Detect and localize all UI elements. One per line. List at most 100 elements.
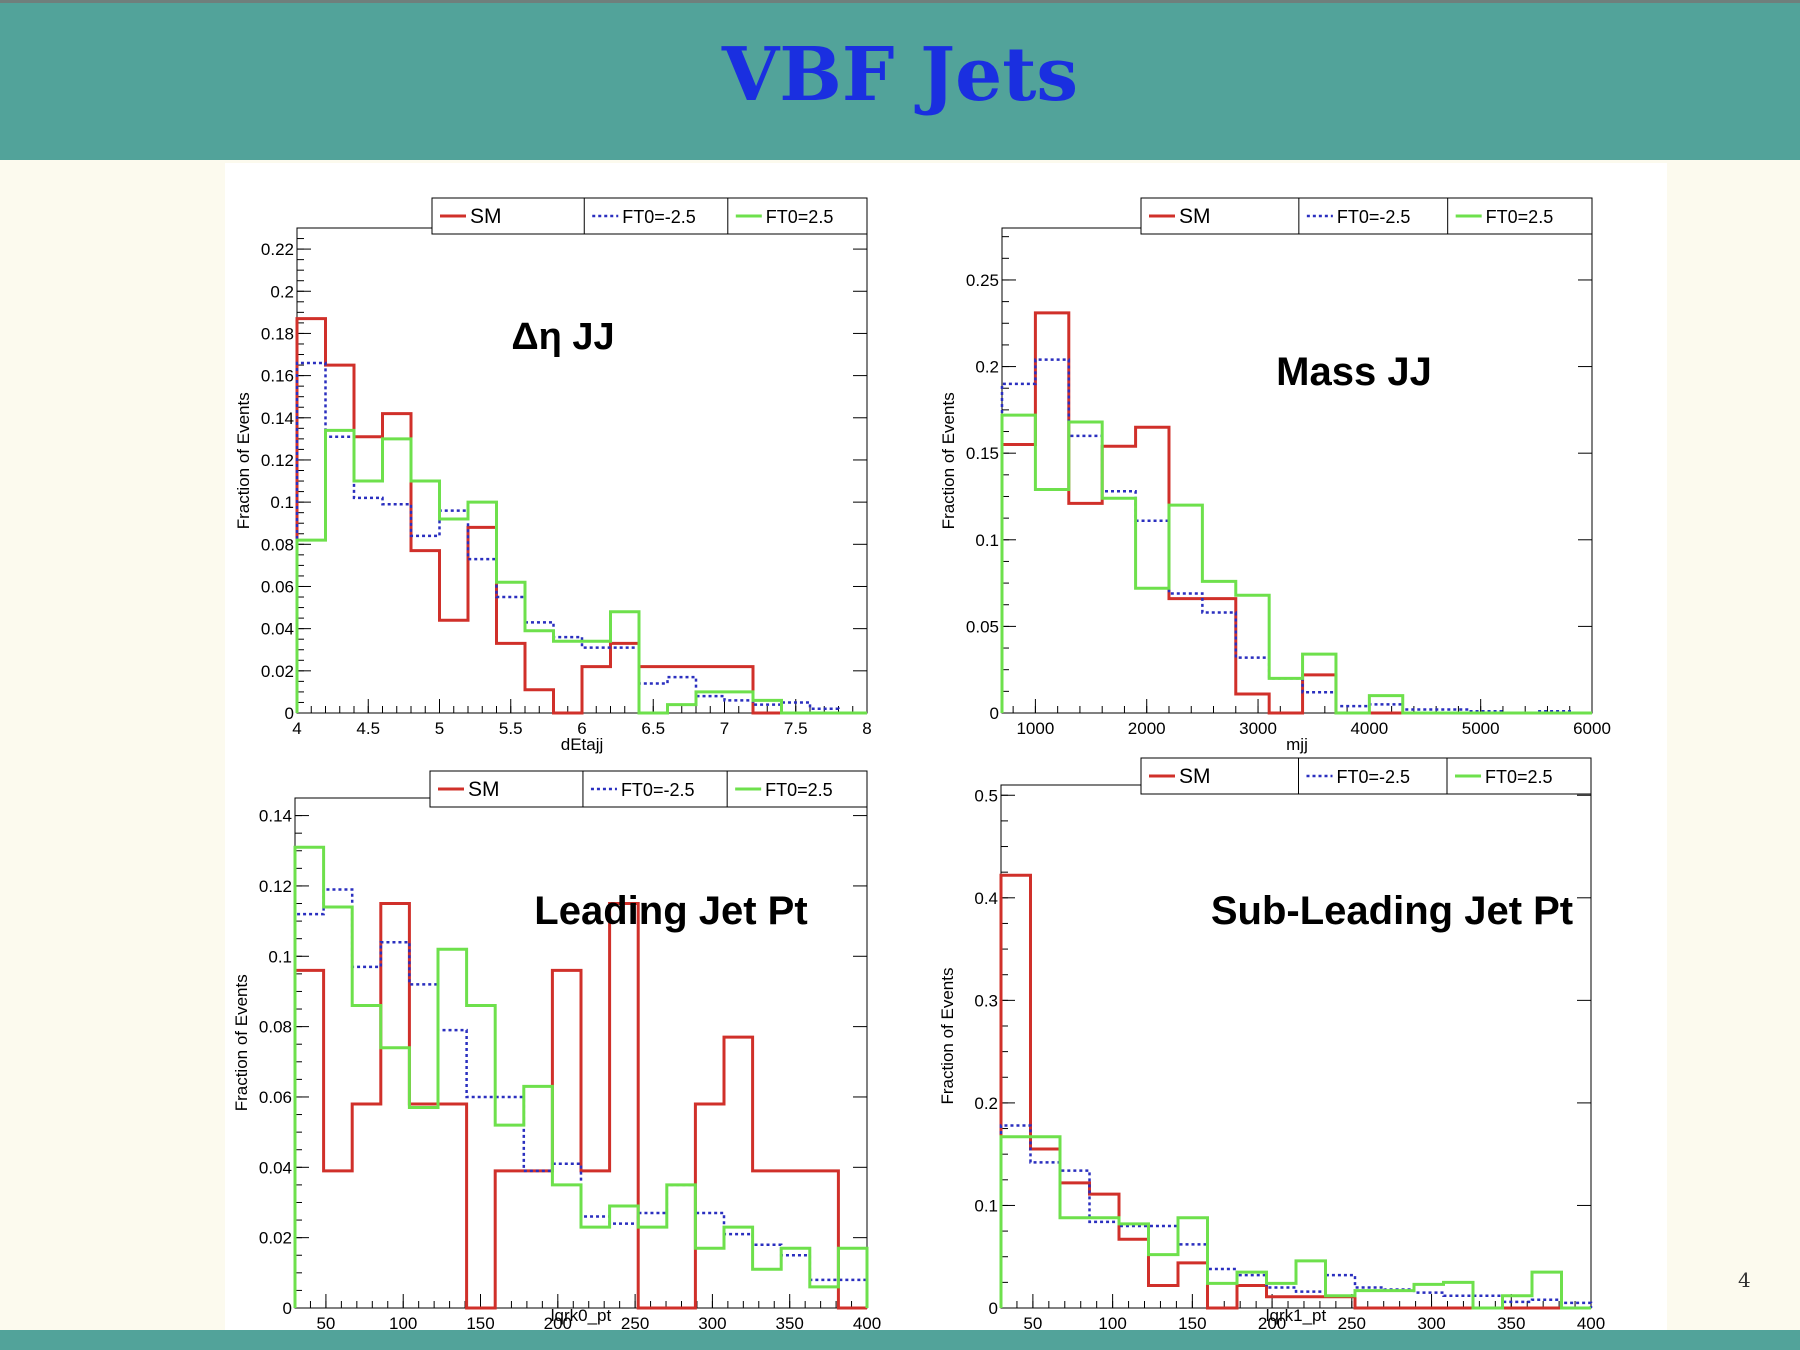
figure-panel: 0 0.02 0.04 0.06 0.08 0.1 0.12 0.14 0.16 0.18 0.2 0…: [225, 163, 1667, 1341]
y-axis-label: Fraction of Events: [232, 974, 251, 1111]
x-tick-label: 250: [1338, 1314, 1366, 1333]
y-tick-label: 0.22: [261, 240, 294, 259]
x-tick-label: 3000: [1239, 719, 1277, 738]
legend-label: SM: [1179, 205, 1211, 228]
histogram-panel-3: 0 0.02 0.04 0.06 0.08 0.1 0.12 0.14 50 100 150 200 2…: [232, 770, 881, 1333]
legend-box: [429, 770, 868, 808]
y-axis-label: Fraction of Events: [234, 392, 253, 529]
y-tick-label: 0.2: [270, 282, 294, 301]
y-tick-label: 0.14: [259, 807, 292, 826]
x-tick-label: 8: [862, 719, 871, 738]
y-tick-label: 0.1: [268, 947, 292, 966]
x-tick-label: 400: [1577, 1314, 1605, 1333]
y-tick-label: 0: [285, 704, 294, 723]
x-tick-label: 350: [1497, 1314, 1525, 1333]
legend-label: FT0=-2.5: [621, 780, 695, 800]
legend-box: [1140, 757, 1592, 795]
panel-title: Sub-Leading Jet Pt: [1211, 889, 1573, 933]
title-banner: [0, 3, 1800, 160]
legend-label: FT0=2.5: [766, 207, 834, 227]
x-tick-label: 2000: [1128, 719, 1166, 738]
panel-title: Leading Jet Pt: [534, 889, 807, 933]
legend-label: FT0=-2.5: [1337, 767, 1411, 787]
series-ft0-2-5-line: [295, 361, 867, 715]
y-tick-label: 0: [989, 1299, 998, 1318]
y-tick-label: 0.04: [259, 1158, 292, 1177]
x-tick-label: 300: [698, 1314, 726, 1333]
x-tick-label: 5000: [1462, 719, 1500, 738]
slide-title: VBF Jets: [721, 32, 1079, 118]
page-number: 4: [1738, 1268, 1751, 1292]
y-tick-label: 0.06: [259, 1088, 292, 1107]
x-tick-label: 100: [1098, 1314, 1126, 1333]
y-tick-label: 0.1: [974, 1196, 998, 1215]
legend-label: SM: [470, 205, 502, 228]
x-tick-label: 6: [577, 719, 586, 738]
legend: SM FT0=-2.5 FT0=2.5: [1140, 197, 1593, 235]
legend: SM FT0=-2.5 FT0=2.5: [431, 197, 868, 235]
x-tick-label: 50: [316, 1314, 335, 1333]
y-axis-label: Fraction of Events: [939, 392, 958, 529]
y-tick-label: 0.08: [261, 535, 294, 554]
legend-label: FT0=2.5: [1485, 767, 1553, 787]
y-tick-label: 0.12: [259, 877, 292, 896]
series-ft0-2-5-line: [1000, 358, 1592, 715]
legend-box: [431, 197, 868, 235]
x-tick-label: 5: [435, 719, 444, 738]
x-axis-label: lqrk0_pt: [551, 1306, 612, 1325]
plot-frame: [1000, 784, 1592, 1309]
y-tick-label: 0.02: [261, 662, 294, 681]
y-tick-label: 0.2: [975, 358, 999, 377]
series-ft0-2-5-line: [999, 1135, 1591, 1310]
series-sm-line: [295, 317, 867, 715]
x-tick-label: 200: [544, 1314, 572, 1333]
x-tick-label: 4.5: [356, 719, 380, 738]
histogram-panel-1: 0 0.02 0.04 0.06 0.08 0.1 0.12 0.14 0.16 0.18 0.2 0…: [234, 197, 872, 754]
legend-label: FT0=2.5: [1486, 207, 1554, 227]
y-tick-label: 0.05: [966, 617, 999, 636]
y-tick-label: 0.14: [261, 409, 294, 428]
x-tick-label: 7: [720, 719, 729, 738]
y-tick-label: 0.4: [974, 889, 998, 908]
y-tick-label: 0.2: [974, 1094, 998, 1113]
y-tick-label: 0.08: [259, 1018, 292, 1037]
x-tick-label: 5.5: [499, 719, 523, 738]
histogram-figure: 00.020.040.060.080.10.120.140.160.180.20…: [232, 197, 1611, 1333]
x-tick-label: 350: [776, 1314, 804, 1333]
x-tick-label: 300: [1417, 1314, 1445, 1333]
legend-label: FT0=-2.5: [1337, 207, 1411, 227]
series-ft0-2-5-line: [295, 428, 867, 715]
y-tick-label: 0.06: [261, 577, 294, 596]
legend-label: SM: [1179, 765, 1211, 788]
legend-label: FT0=-2.5: [622, 207, 696, 227]
x-tick-label: 4000: [1350, 719, 1388, 738]
x-tick-label: 6.5: [641, 719, 665, 738]
x-tick-label: 4: [292, 719, 301, 738]
x-tick-label: 50: [1023, 1314, 1042, 1333]
series-ft0-2-5-line: [293, 845, 869, 1308]
y-tick-label: 0.25: [966, 271, 999, 290]
legend-box: [1140, 197, 1593, 235]
x-axis-label: mjj: [1286, 735, 1308, 754]
y-tick-label: 0.15: [966, 444, 999, 463]
legend: SM FT0=-2.5 FT0=2.5: [429, 770, 868, 808]
panel-title: Δη JJ: [511, 316, 614, 358]
y-tick-label: 0.1: [270, 493, 294, 512]
x-tick-label: 400: [853, 1314, 881, 1333]
y-tick-label: 0: [990, 704, 999, 723]
x-axis-label: lqrk1_pt: [1266, 1306, 1327, 1325]
y-tick-label: 0.18: [261, 324, 294, 343]
histogram-panel-4: 0 0.1 0.2 0.3 0.4 0.5 50 100 150 200 250 300 350 400 l…: [938, 757, 1605, 1333]
series-sm-line: [293, 902, 867, 1310]
legend-label: SM: [468, 778, 500, 801]
top-border: [0, 0, 1800, 3]
plot-frame: [1001, 227, 1593, 714]
y-tick-label: 0.1: [975, 531, 999, 550]
legend: SM FT0=-2.5 FT0=2.5: [1140, 757, 1592, 795]
x-tick-label: 7.5: [784, 719, 808, 738]
histogram-panel-2: 0 0.05 0.1 0.15 0.2 0.25 1000 2000 3000 4000 5000 6…: [939, 197, 1611, 754]
panel-title: Mass JJ: [1276, 350, 1432, 394]
x-tick-label: 150: [466, 1314, 494, 1333]
y-tick-label: 0.04: [261, 620, 294, 639]
x-tick-label: 6000: [1573, 719, 1611, 738]
